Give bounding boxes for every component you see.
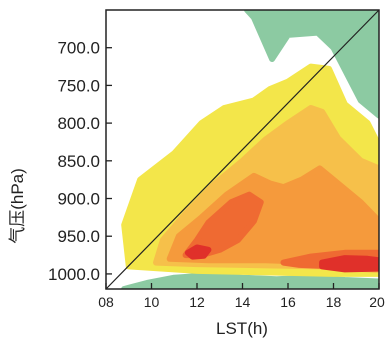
x-tick-label: 14	[235, 294, 251, 310]
x-tick-label: 12	[189, 294, 205, 310]
contour-regions	[121, 10, 379, 289]
axis-ticks	[105, 47, 380, 289]
region-red-orange-5	[182, 191, 264, 259]
y-axis-title: 气压(hPa)	[8, 168, 27, 244]
x-tick-label: 16	[280, 294, 296, 310]
x-axis-title: LST(h)	[216, 319, 268, 338]
y-tick-label: 950.0	[57, 227, 100, 246]
reference-diagonal-line	[105, 9, 380, 290]
y-tick-label: 1000.0	[48, 265, 100, 284]
x-tick-label: 18	[326, 294, 342, 310]
region-green-1	[121, 272, 379, 289]
y-tick-labels: 700.0 750.0 800.0 850.0 900.0 950.0 1000.0	[48, 39, 100, 284]
y-tick-label: 700.0	[57, 39, 100, 58]
y-tick-label: 850.0	[57, 152, 100, 171]
x-tick-label: 10	[144, 294, 160, 310]
region-red-8	[319, 255, 379, 273]
x-tick-labels: 08 10 12 14 16 18 20	[98, 294, 385, 310]
y-tick-label: 800.0	[57, 114, 100, 133]
y-tick-label: 750.0	[57, 76, 100, 95]
y-tick-label: 900.0	[57, 190, 100, 209]
region-green-0	[244, 10, 379, 119]
x-tick-label: 08	[98, 294, 114, 310]
x-tick-label: 20	[369, 294, 385, 310]
region-red-7	[184, 244, 212, 260]
